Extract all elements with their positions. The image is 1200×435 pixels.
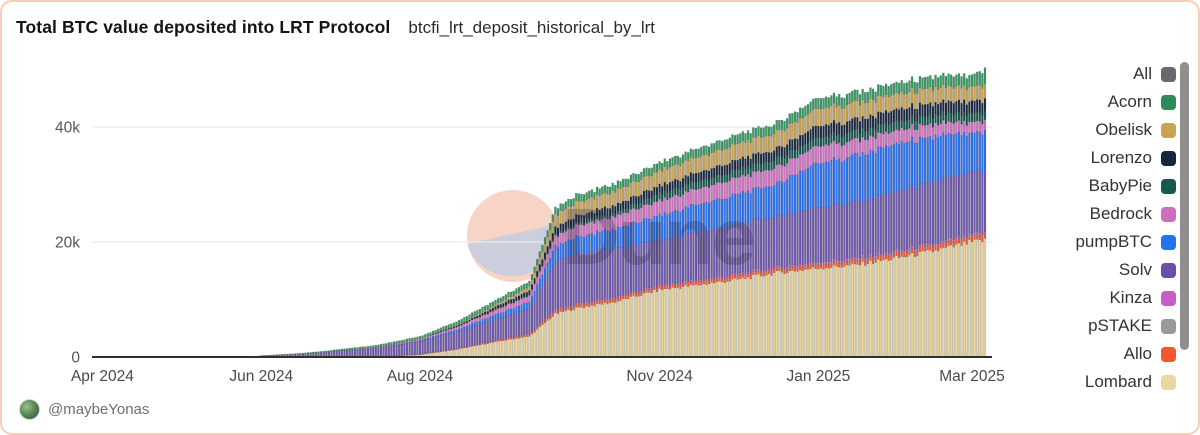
legend-item-label: pSTAKE: [1088, 316, 1152, 335]
x-axis-tick-label: Mar 2025: [939, 368, 1004, 385]
legend-swatch-icon: [1161, 374, 1176, 390]
legend-item-allo[interactable]: Allo: [1124, 340, 1176, 368]
legend-item-acorn[interactable]: Acorn: [1108, 88, 1176, 116]
legend-item-pumpbtc[interactable]: pumpBTC: [1075, 228, 1176, 256]
legend-item-label: Lombard: [1084, 372, 1152, 391]
x-axis-tick-label: Apr 2024: [71, 368, 134, 385]
legend-scrollbar[interactable]: [1180, 62, 1189, 350]
legend-swatch-icon: [1161, 318, 1176, 334]
y-axis-tick-label: 20k: [55, 235, 80, 252]
chart-canvas[interactable]: 0 20k 40k Apr 2024 Jun 2024 Aug 2024 Nov 2024 J…: [22, 57, 1012, 402]
legend-item-label: Lorenzo: [1090, 148, 1152, 167]
y-axis-tick-label: 0: [71, 350, 80, 367]
legend-swatch-icon: [1161, 346, 1176, 362]
legend-item-babypie[interactable]: BabyPie: [1089, 172, 1176, 200]
legend-swatch-icon: [1161, 94, 1176, 110]
legend-swatch-icon: [1161, 178, 1176, 194]
page-title: Total BTC value deposited into LRT Proto…: [16, 17, 391, 37]
legend-item-label: BabyPie: [1088, 176, 1152, 195]
legend-item-label: Obelisk: [1095, 120, 1152, 139]
author-avatar: [19, 399, 40, 420]
chart-legend: All Acorn Obelisk Lorenzo BabyPie Bedroc…: [1075, 60, 1176, 396]
legend-item-all[interactable]: All: [1133, 60, 1176, 88]
legend-swatch-icon: [1161, 234, 1176, 250]
x-axis-tick-label: Nov 2024: [626, 368, 693, 385]
legend-item-label: Kinza: [1109, 288, 1152, 307]
legend-swatch-icon: [1161, 122, 1176, 138]
legend-item-bedrock[interactable]: Bedrock: [1090, 200, 1176, 228]
dune-watermark: Dune: [562, 192, 754, 281]
legend-swatch-icon: [1161, 290, 1176, 306]
legend-item-pstake[interactable]: pSTAKE: [1088, 312, 1176, 340]
y-axis-tick-label: 40k: [55, 120, 80, 137]
x-axis-tick-label: Aug 2024: [387, 368, 454, 385]
query-name: btcfi_lrt_deposit_historical_by_lrt: [408, 18, 656, 37]
legend-swatch-icon: [1161, 206, 1176, 222]
legend-item-kinza[interactable]: Kinza: [1109, 284, 1176, 312]
attribution: @maybeYonas: [19, 399, 149, 420]
legend-swatch-icon: [1161, 150, 1176, 166]
legend-item-obelisk[interactable]: Obelisk: [1095, 116, 1176, 144]
x-axis-tick-label: Jun 2024: [229, 368, 293, 385]
legend-item-label: Solv: [1118, 260, 1152, 279]
legend-item-label: Acorn: [1107, 92, 1152, 111]
chart-header: Total BTC value deposited into LRT Proto…: [16, 17, 655, 38]
legend-item-lorenzo[interactable]: Lorenzo: [1091, 144, 1176, 172]
legend-item-label: All: [1133, 64, 1152, 83]
legend-item-solv[interactable]: Solv: [1119, 256, 1176, 284]
legend-item-label: pumpBTC: [1075, 232, 1152, 251]
legend-item-label: Allo: [1123, 344, 1152, 363]
x-axis-tick-label: Jan 2025: [786, 368, 850, 385]
legend-item-label: Bedrock: [1089, 204, 1152, 223]
legend-swatch-icon: [1161, 262, 1176, 278]
deposit-stacked-bar-chart[interactable]: 0 20k 40k Apr 2024 Jun 2024 Aug 2024 Nov 2024 J…: [22, 57, 1012, 402]
author-handle[interactable]: @maybeYonas: [48, 401, 150, 418]
legend-swatch-icon: [1161, 66, 1176, 82]
legend-item-lombard[interactable]: Lombard: [1085, 368, 1176, 396]
